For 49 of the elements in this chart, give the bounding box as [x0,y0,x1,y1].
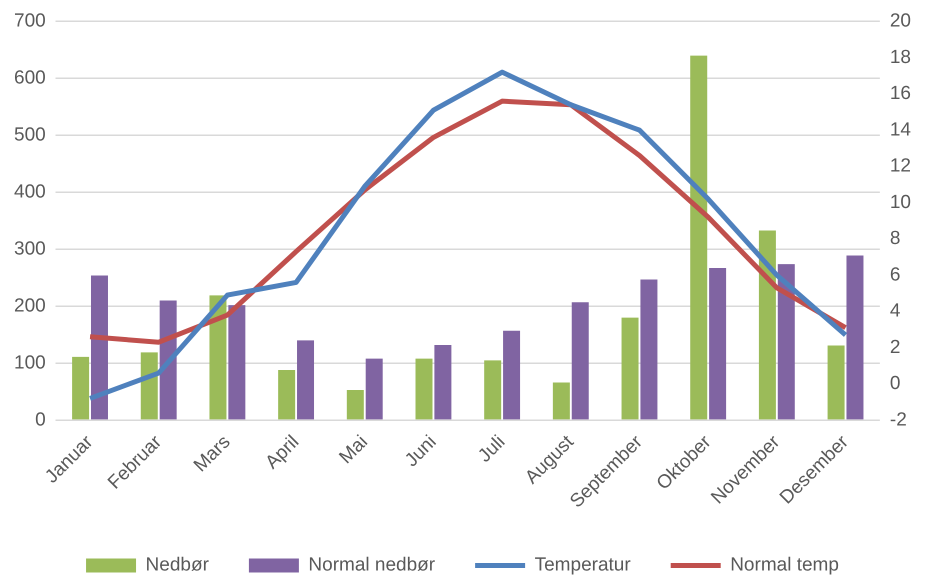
bar [90,275,108,420]
y2-tick-label: 4 [890,300,901,322]
bar [640,279,658,420]
bar [552,382,570,420]
y-tick-label: 400 [14,182,46,203]
bar [297,340,314,420]
y2-tick-label: 0 [890,373,900,394]
y2-tick-label: 10 [890,192,912,213]
bar [434,344,452,420]
legend-label: Nedbør [146,554,210,576]
y2-tick-label: 16 [890,83,912,104]
y-tick-label: 500 [14,124,46,146]
y2-tick-label: 20 [890,10,912,32]
bar [690,56,708,420]
legend-label: Normal nedbør [308,554,436,576]
x-tick-label: Juli [474,432,510,467]
legend-label: Temperatur [534,554,632,576]
bar [366,358,383,420]
bar [778,264,795,420]
y2-tick-label: 18 [890,46,912,68]
bar [503,330,520,420]
y2-tick-label: 12 [890,156,912,177]
bar [572,302,589,420]
bar [846,256,864,420]
bar [140,352,158,420]
y2-tick-label: -2 [890,409,907,430]
y-tick-label: 300 [14,238,46,260]
bar [484,360,502,420]
y2-tick-label: 14 [890,119,912,140]
bar [228,305,246,420]
y-tick-label: 700 [14,10,46,32]
y2-tick-label: 2 [890,336,900,358]
y2-tick-label: 8 [890,228,900,250]
y-tick-label: 200 [14,295,46,316]
bar [709,268,726,420]
bar [622,318,639,420]
y-tick-label: 600 [14,68,46,89]
y-tick-label: 100 [14,352,46,374]
x-tick-label: Juni [401,432,441,472]
y2-tick-label: 6 [890,264,900,286]
bar [758,230,776,420]
bar [828,346,845,420]
bar [346,390,364,420]
bar [72,356,90,420]
legend-label: Normal temp [730,554,839,576]
bar [416,358,432,420]
y-tick-label: 0 [35,409,46,430]
x-tick-label: Mai [335,432,372,468]
bar [278,370,296,420]
